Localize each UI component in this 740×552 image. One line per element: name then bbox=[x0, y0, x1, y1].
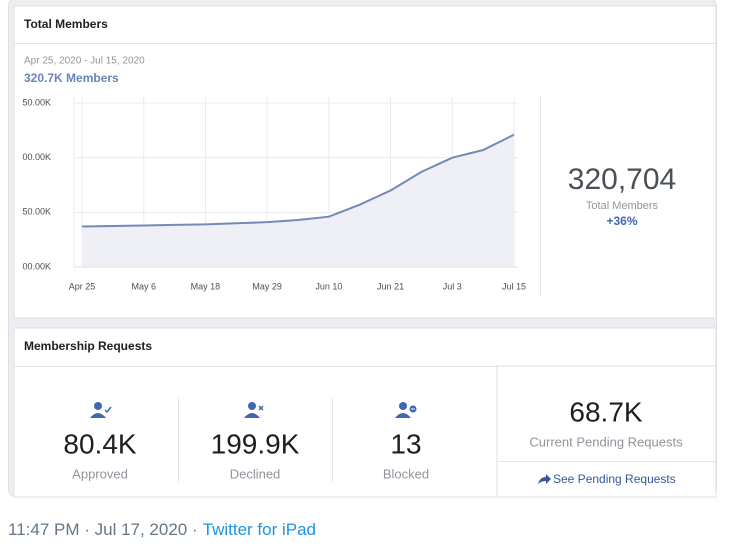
icon-approved bbox=[90, 402, 112, 418]
tweet-meta: 11:47 PM · Jul 17, 2020 · Twitter for iPa… bbox=[8, 520, 316, 539]
y-tick-label: 300.00K bbox=[17, 152, 51, 162]
line bbox=[81, 133, 515, 228]
x-tick-label: May 6 bbox=[131, 281, 156, 291]
tweet-source[interactable]: Twitter for iPad bbox=[203, 520, 316, 539]
pending-label: Current Pending Requests bbox=[529, 434, 683, 449]
x-tick-label: Jun 10 bbox=[315, 281, 342, 291]
stat-value: 80.4K bbox=[63, 428, 136, 459]
y-tick-label: 350.00K bbox=[17, 97, 51, 107]
stat-label: Declined bbox=[230, 466, 281, 481]
x-tick-label: Jul 15 bbox=[502, 281, 526, 291]
date-range: Apr 25, 2020 - Jul 15, 2020 bbox=[24, 56, 145, 67]
summary: 320.7K Members bbox=[24, 71, 119, 85]
see-pending[interactable]: See Pending Requests bbox=[538, 472, 676, 486]
pending-box bbox=[496, 365, 717, 498]
x-tick-label: May 29 bbox=[252, 281, 282, 291]
tweet-time: 11:47 PM · Jul 17, 2020 · bbox=[8, 520, 198, 539]
stat-label: Approved bbox=[72, 466, 128, 481]
requests-title: Membership Requests bbox=[24, 339, 152, 353]
stat-value: 199.9K bbox=[211, 428, 300, 459]
icon-declined bbox=[244, 402, 264, 418]
pending-value: 68.7K bbox=[569, 396, 642, 427]
x-tick-label: Jun 21 bbox=[377, 281, 404, 291]
x-tick-label: Apr 25 bbox=[69, 281, 96, 291]
stat-label: Blocked bbox=[383, 466, 429, 481]
x-tick-label: May 18 bbox=[191, 281, 221, 291]
see-pending-link[interactable]: See Pending Requests bbox=[553, 472, 676, 486]
plot: 200.00K 250.00K 300.00K 350.00K Apr 25 May 6 M… bbox=[17, 97, 526, 291]
x-tick-label: Jul 3 bbox=[443, 281, 462, 291]
total-change: +36% bbox=[606, 214, 637, 228]
y-tick-label: 200.00K bbox=[17, 261, 51, 271]
total-value: 320,704 bbox=[568, 163, 676, 196]
share-icon bbox=[538, 474, 551, 484]
stat-value: 13 bbox=[390, 428, 421, 459]
icon-blocked bbox=[395, 402, 417, 418]
y-tick-label: 250.00K bbox=[17, 207, 51, 217]
area bbox=[82, 134, 514, 267]
panel-title: Total Members bbox=[24, 17, 108, 31]
total-label: Total Members bbox=[586, 200, 659, 212]
